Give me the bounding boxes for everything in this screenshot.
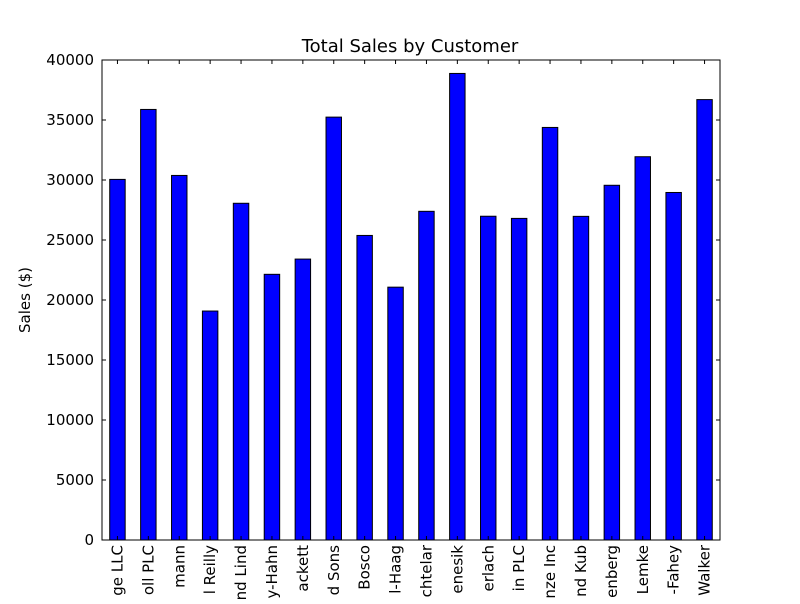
bar-8: [356, 234, 373, 541]
bar-2: [171, 174, 188, 541]
y-tick-label: 25000: [46, 231, 94, 249]
bar-3: [201, 310, 219, 541]
bar-7: [325, 116, 342, 541]
bar-10: [418, 210, 435, 541]
x-tick-label: y-Hahn: [263, 545, 281, 599]
bar-16: [603, 184, 621, 541]
chart-title: Total Sales by Customer: [301, 36, 519, 57]
bar-19: [696, 99, 713, 541]
bar-12: [480, 215, 497, 541]
bar-0: [109, 178, 126, 541]
x-tick-label: oll PLC: [139, 545, 157, 595]
bar-5: [263, 273, 281, 541]
x-tick-label: chtelar: [417, 544, 435, 597]
x-tick-label: nze Inc: [541, 545, 559, 599]
x-tick-label: l Reilly: [201, 545, 219, 594]
bar-4: [232, 202, 250, 541]
x-tick-label: Lemke: [634, 545, 652, 594]
bar-14: [541, 126, 559, 541]
x-tick-label: ge LLC: [108, 545, 126, 596]
x-tick-label: enberg: [603, 545, 621, 598]
x-tick-label: Bosco: [356, 545, 374, 590]
bar-13: [510, 217, 528, 541]
y-tick-label: 20000: [46, 291, 94, 309]
bars-layer: [109, 72, 713, 541]
bar-9: [387, 286, 404, 541]
plot-frame: [101, 59, 721, 541]
bar-6: [294, 258, 312, 541]
y-axis-ticks: 0 5000 10000 15000 20000 25000 30000 35000 40000: [46, 51, 720, 549]
y-tick-label: 40000: [46, 51, 94, 69]
x-tick-label: -Fahey: [665, 545, 683, 595]
y-axis-label: Sales ($): [16, 267, 34, 333]
x-tick-label: Walker: [696, 544, 714, 596]
x-axis-ticks: ge LLC oll PLC mann l Reilly nd Lind y-Hahn ac…: [108, 60, 714, 600]
x-tick-label: nd Lind: [232, 545, 250, 600]
x-tick-label: l-Haag: [387, 545, 405, 594]
y-tick-label: 10000: [46, 411, 94, 429]
y-tick-label: 15000: [46, 351, 94, 369]
bar-18: [665, 191, 682, 541]
y-tick-label: 35000: [46, 111, 94, 129]
y-tick-label: 0: [84, 531, 94, 549]
x-tick-label: ackett: [294, 545, 312, 592]
x-tick-label: d Sons: [325, 545, 343, 595]
bar-11: [449, 72, 466, 541]
x-tick-label: in PLC: [510, 545, 528, 591]
y-tick-label: 5000: [56, 471, 94, 489]
x-tick-label: nd Kub: [572, 545, 590, 597]
bar-1: [140, 108, 157, 541]
y-tick-label: 30000: [46, 171, 94, 189]
x-tick-label: erlach: [479, 545, 497, 592]
bar-17: [634, 156, 651, 541]
x-tick-label: enesik: [448, 545, 466, 594]
x-tick-label: mann: [170, 545, 188, 588]
bar-15: [572, 215, 590, 541]
